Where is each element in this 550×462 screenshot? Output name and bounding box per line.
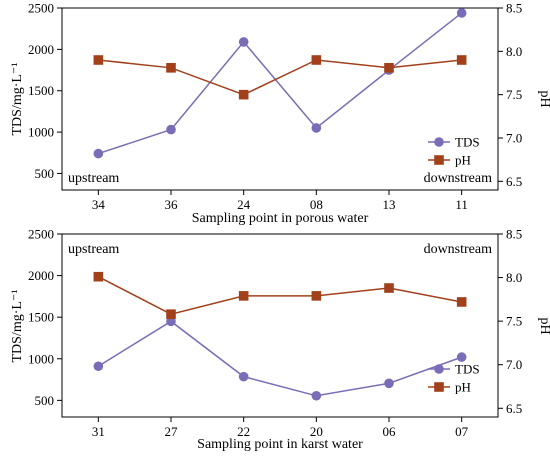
right-tick-label: 7.5: [506, 87, 522, 102]
tds-data-point: [311, 123, 322, 133]
legend-marker-tds: [434, 364, 444, 374]
right-tick-label: 8.5: [506, 1, 522, 16]
x-tick-label: 31: [92, 424, 105, 439]
left-tick-label: 500: [35, 166, 55, 181]
ph-data-point: [311, 55, 322, 65]
left-tick-label: 500: [35, 393, 55, 408]
tds-data-point: [166, 124, 176, 135]
tds-data-point: [456, 8, 467, 18]
ph-data-point: [384, 63, 394, 73]
ph-data-point: [166, 63, 176, 73]
right-tick-label: 8.0: [506, 44, 522, 59]
tds-data-point: [238, 371, 249, 382]
right-tick-label: 6.5: [506, 401, 522, 416]
ph-data-point: [166, 309, 176, 319]
left-tick-label: 2000: [28, 42, 54, 57]
tds-data-point: [238, 37, 249, 47]
x-tick-label: 06: [383, 424, 397, 439]
ph-data-point: [456, 55, 467, 65]
left-tick-label: 1500: [28, 310, 54, 325]
upstream-annotation: upstream: [68, 242, 119, 257]
right-axis-title: pH: [537, 317, 550, 334]
downstream-annotation: downstream: [424, 242, 493, 257]
chart-panel-2: 500 1000 1500 2000 2500 6.5 7.0 7.5 8.0 8.5 31 27 22…: [10, 227, 550, 453]
x-tick-label: 07: [455, 424, 469, 439]
ph-data-point: [93, 55, 104, 65]
left-axis-title: TDS/mg·L⁻¹: [10, 62, 25, 135]
tds-data-point: [456, 352, 467, 362]
legend-label-tds: TDS: [455, 135, 480, 150]
x-axis-title: Sampling point in karst water: [197, 437, 363, 452]
left-tick-label: 1500: [28, 83, 54, 98]
ph-data-point: [311, 291, 322, 301]
series-line-tds: [97, 320, 462, 397]
ph-data-point: [238, 89, 249, 100]
upstream-annotation: upstream: [68, 171, 119, 186]
downstream-annotation: downstream: [424, 171, 493, 186]
right-tick-label: 7.5: [506, 314, 522, 329]
chart-panel-1: 500 1000 1500 2000 2500 6.5 7.0 7.5 8.0 8.5 34 36 24…: [10, 1, 550, 227]
x-tick-label: 22: [237, 424, 250, 439]
series-line-tds: [98, 12, 463, 155]
tds-data-point: [93, 361, 104, 372]
x-tick-label: 20: [310, 424, 323, 439]
x-tick-label: 08: [310, 197, 323, 212]
x-tick-label: 34: [92, 197, 106, 212]
series-line-ph: [98, 59, 462, 96]
left-axis-title: TDS/mg·L⁻¹: [10, 289, 25, 362]
x-axis-title: Sampling point in porous water: [192, 211, 369, 226]
x-tick-label: 11: [455, 197, 468, 212]
legend-marker-ph: [434, 155, 444, 165]
x-tick-label: 13: [383, 197, 396, 212]
ph-data-point: [238, 291, 249, 301]
left-tick-label: 1000: [28, 125, 54, 140]
x-tick-label: 24: [237, 197, 251, 212]
tds-data-point: [384, 378, 394, 389]
right-tick-label: 8.5: [506, 227, 522, 242]
x-tick-label: 27: [165, 424, 179, 439]
right-axis-title: pH: [537, 90, 550, 107]
legend-label-ph: pH: [455, 153, 471, 168]
right-tick-label: 6.5: [506, 174, 522, 189]
ph-data-point: [93, 271, 104, 282]
legend-label-ph: pH: [455, 380, 471, 395]
right-tick-label: 7.0: [506, 131, 522, 146]
right-tick-label: 7.0: [506, 357, 522, 372]
tds-data-point: [311, 390, 322, 401]
x-tick-label: 36: [165, 197, 179, 212]
left-tick-label: 2500: [28, 227, 54, 242]
left-tick-label: 2500: [28, 1, 54, 16]
left-tick-label: 1000: [28, 351, 54, 366]
legend-label-tds: TDS: [455, 362, 480, 377]
ph-data-point: [456, 297, 467, 307]
left-tick-label: 2000: [28, 268, 54, 283]
tds-data-point: [93, 148, 104, 159]
legend-marker-ph: [434, 382, 444, 392]
right-tick-label: 8.0: [506, 270, 522, 285]
plot-frame: [61, 7, 499, 191]
plot-frame: [61, 233, 499, 418]
ph-data-point: [384, 283, 394, 293]
legend-marker-tds: [434, 137, 444, 147]
series-line-ph: [97, 276, 462, 315]
